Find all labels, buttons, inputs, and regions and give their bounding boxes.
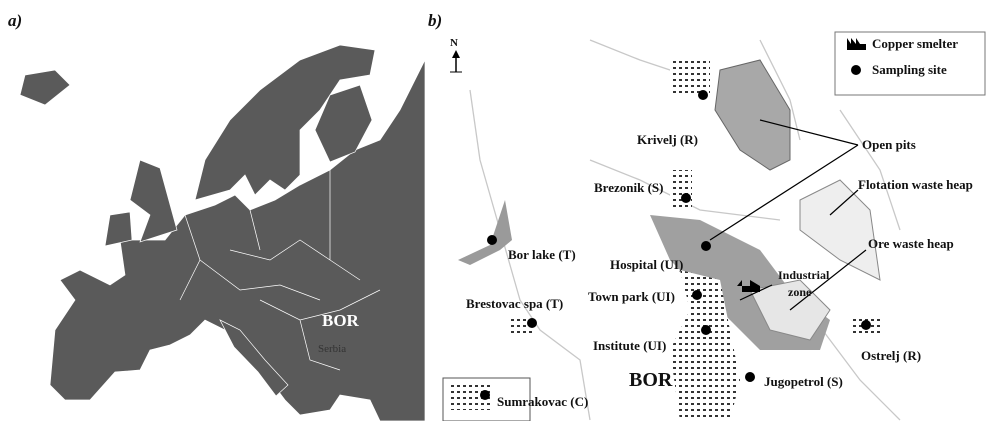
figure: a) BOR Serbia b) N Copper smelter Sampli… bbox=[0, 0, 996, 421]
panel-label: a) bbox=[8, 11, 22, 30]
village bbox=[670, 170, 692, 210]
iceland bbox=[20, 70, 70, 105]
lake bbox=[458, 200, 512, 265]
site-dot bbox=[487, 235, 497, 245]
flotation-heap bbox=[800, 180, 880, 280]
panel-label: b) bbox=[428, 11, 442, 30]
north-arrow bbox=[452, 50, 460, 58]
panel-a: a) BOR Serbia bbox=[8, 11, 425, 421]
site-label: Brestovac spa (T) bbox=[466, 296, 563, 311]
legend-label: Sampling site bbox=[872, 62, 947, 77]
site-dot bbox=[861, 320, 871, 330]
site-label: Brezonik (S) bbox=[594, 180, 663, 195]
site-label: Krivelj (R) bbox=[637, 132, 698, 147]
ireland bbox=[105, 212, 132, 246]
legend-label: Copper smelter bbox=[872, 36, 958, 51]
legend-dot bbox=[851, 65, 861, 75]
site-label: Institute (UI) bbox=[593, 338, 666, 353]
site-label: Jugopetrol (S) bbox=[764, 374, 843, 389]
feature-label: zone bbox=[788, 285, 812, 299]
site-dot bbox=[527, 318, 537, 328]
site-dot bbox=[681, 193, 691, 203]
feature-label: Open pits bbox=[862, 137, 916, 152]
site-label: Town park (UI) bbox=[588, 289, 675, 304]
site-label: BOR bbox=[322, 311, 360, 330]
feature-label: Ore waste heap bbox=[868, 236, 954, 251]
north-label: N bbox=[450, 37, 458, 49]
feature-label: Industrial bbox=[778, 268, 830, 282]
village bbox=[670, 60, 710, 95]
site-label: Bor lake (T) bbox=[508, 247, 576, 262]
site-label: Hospital (UI) bbox=[610, 257, 683, 272]
site-dot bbox=[480, 390, 490, 400]
site-dot bbox=[692, 290, 702, 300]
site-dot bbox=[701, 241, 711, 251]
site-dot bbox=[698, 90, 708, 100]
site-dot bbox=[745, 372, 755, 382]
britain bbox=[130, 160, 177, 242]
site-label: Sumrakovac (C) bbox=[497, 394, 588, 409]
panel-b: b) N Copper smelter Sampling site Open p… bbox=[428, 11, 985, 421]
feature-label: Flotation waste heap bbox=[858, 177, 973, 192]
town-label: BOR bbox=[629, 369, 673, 391]
site-dot bbox=[701, 325, 711, 335]
country-label: Serbia bbox=[318, 343, 346, 355]
site-label: Ostrelj (R) bbox=[861, 348, 921, 363]
